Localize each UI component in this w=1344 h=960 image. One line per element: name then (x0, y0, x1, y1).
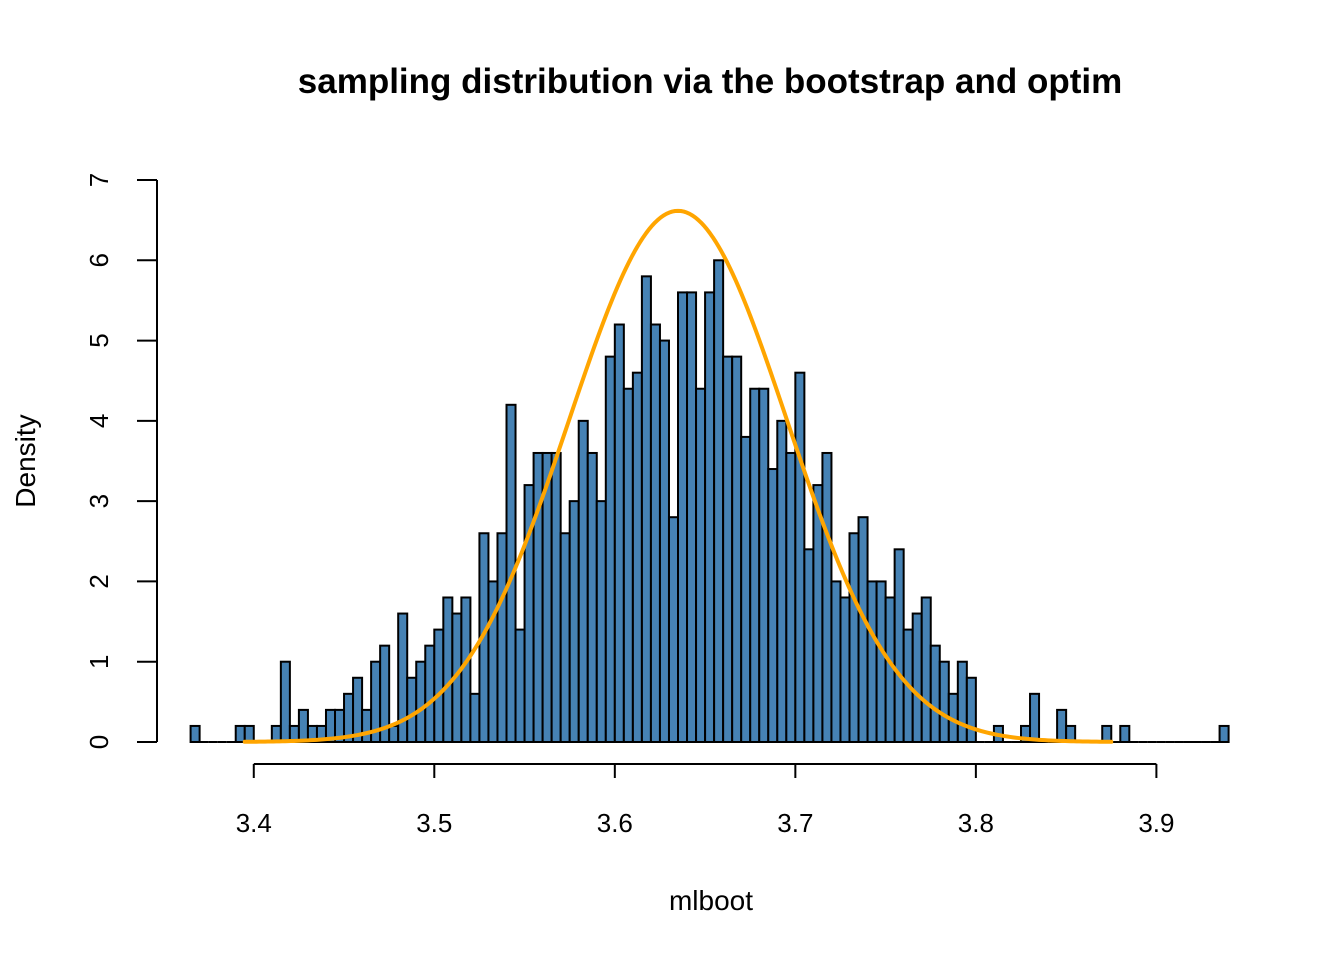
histogram-bar (243, 724, 255, 744)
histogram-bar (424, 644, 436, 744)
y-tick-label: 3 (84, 494, 114, 508)
histogram-bar (279, 660, 291, 744)
x-tick-label: 3.4 (236, 808, 272, 838)
histogram-bar (929, 644, 941, 744)
y-tick-label: 1 (84, 654, 114, 668)
histogram-bar (550, 451, 562, 743)
histogram-bar (731, 355, 743, 743)
y-tick-label: 2 (84, 574, 114, 588)
histogram-bar (586, 451, 598, 743)
normal-density-curve (242, 208, 1114, 744)
y-tick-label: 4 (84, 414, 114, 428)
histogram-bar (667, 516, 680, 744)
histogram-bar (1056, 708, 1068, 744)
histogram-bar (803, 548, 815, 743)
histogram-bar (920, 596, 932, 743)
histogram-bar (297, 708, 309, 744)
histogram-bar (469, 692, 481, 743)
chart-title: sampling distribution via the bootstrap … (298, 62, 1122, 101)
histogram-bar (595, 500, 607, 743)
histogram-bar (1119, 724, 1131, 744)
x-tick-label: 3.8 (958, 808, 994, 838)
histogram-bar (406, 676, 418, 743)
histogram-bar (234, 724, 246, 744)
histogram-bar (830, 580, 842, 744)
histogram-bar (677, 291, 689, 743)
histogram-bar (559, 532, 571, 743)
y-tick-label: 7 (84, 173, 114, 187)
histogram-bar (622, 387, 634, 743)
histogram-bar (704, 291, 716, 743)
histogram-bar (487, 580, 499, 744)
y-axis: 0 1 2 3 4 5 6 7 (84, 173, 158, 749)
histogram-bar (749, 387, 761, 743)
y-tick-label: 5 (84, 333, 114, 347)
x-tick-label: 3.9 (1138, 808, 1174, 838)
histogram-bar (577, 419, 589, 743)
histogram-bar (686, 291, 698, 743)
histogram-bar (1029, 692, 1041, 743)
histogram-bar (442, 596, 454, 743)
histogram-bar (938, 660, 950, 744)
histogram-bar (848, 532, 860, 743)
histogram-bar (388, 724, 400, 744)
histogram-bar (767, 468, 779, 743)
histogram-bar (839, 596, 851, 743)
histogram-bar (568, 500, 580, 743)
histogram-bar (640, 275, 652, 743)
x-axis: 3.4 3.5 3.6 3.7 3.8 3.9 (236, 763, 1174, 838)
histogram-bar (893, 548, 905, 743)
histogram-bar (794, 371, 806, 743)
y-axis-label: Density (10, 414, 41, 507)
histogram-bar (649, 323, 661, 743)
histogram-bar (821, 451, 833, 743)
histogram-bar (433, 628, 445, 743)
x-axis-label: mlboot (669, 885, 753, 916)
histogram-bar (911, 612, 923, 743)
histogram-bar (857, 516, 869, 744)
histogram-bars (189, 259, 1230, 744)
histogram-bar (189, 724, 201, 744)
histogram-bar (866, 580, 878, 744)
y-tick-label: 0 (84, 735, 114, 749)
x-tick-label: 3.7 (777, 808, 813, 838)
histogram-bar (776, 419, 788, 743)
histogram-bar (658, 339, 670, 743)
histogram-bar (631, 371, 643, 743)
histogram-bar (875, 580, 887, 744)
histogram-bar (415, 660, 427, 744)
histogram-bar (956, 660, 968, 744)
histogram-bar (1101, 724, 1113, 744)
histogram-bar (722, 355, 734, 743)
histogram-bar (604, 355, 616, 743)
histogram-bar (379, 644, 391, 744)
histogram-bar (361, 708, 373, 744)
histogram-bar (740, 435, 752, 743)
histogram-bar (965, 676, 977, 743)
histogram-bar (496, 532, 508, 743)
histogram-bar (695, 387, 707, 743)
histogram-bar (758, 387, 770, 743)
y-tick-label: 6 (84, 253, 114, 267)
histogram-bar (785, 451, 797, 743)
histogram-bar (613, 323, 625, 743)
histogram-bar (1218, 724, 1230, 744)
x-tick-label: 3.5 (416, 808, 452, 838)
x-tick-label: 3.6 (597, 808, 633, 838)
histogram-bar (514, 628, 526, 743)
histogram-bar (713, 259, 725, 743)
